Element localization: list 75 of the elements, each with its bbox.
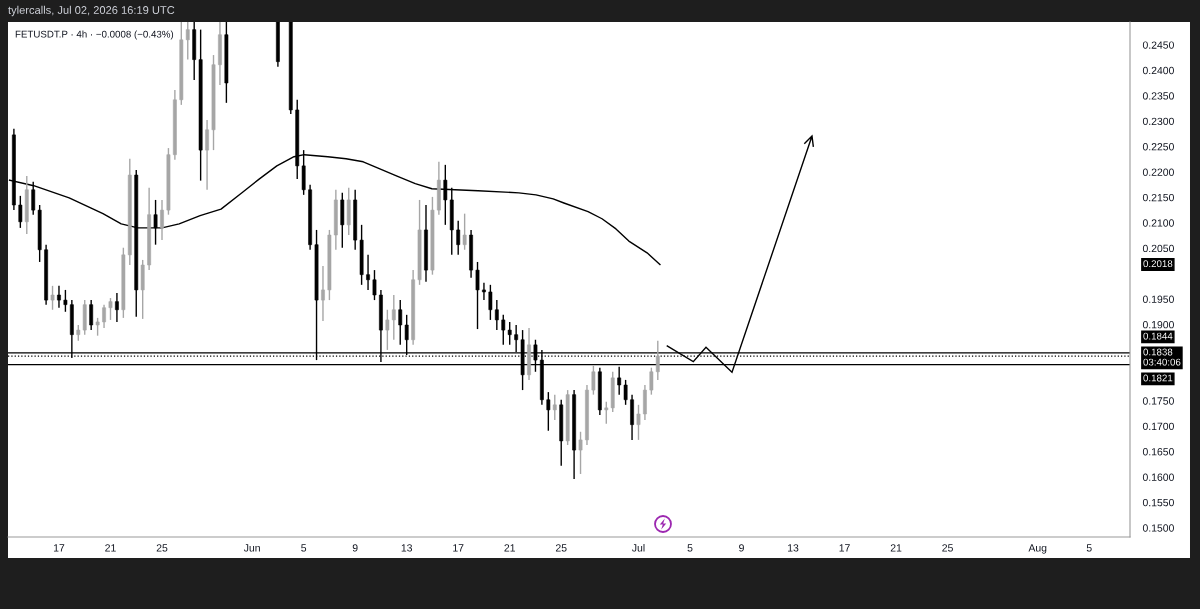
x-tick-label: 13 <box>788 544 799 552</box>
candlestick <box>643 384 647 421</box>
y-tick-label: 0.2250 <box>1142 143 1174 151</box>
x-tick-label: 21 <box>105 544 116 552</box>
y-tick-label: 0.1650 <box>1142 448 1174 456</box>
y-tick-label: 0.1550 <box>1142 498 1174 507</box>
candlestick <box>494 299 499 331</box>
candlestick <box>482 282 486 301</box>
y-tick-label: 0.2350 <box>1142 92 1174 100</box>
candlestick <box>475 261 480 330</box>
ref-line-label: 0.1838 03:40:06 <box>1143 348 1181 366</box>
y-tick-label: 0.2200 <box>1142 168 1174 176</box>
text: FETUSDT.P · 4h · −0.0008 (−0.43%) <box>15 30 174 40</box>
x-tick-label: 17 <box>453 544 464 552</box>
candlestick <box>391 294 396 341</box>
candlestick <box>89 299 94 331</box>
y-tick-label: 0.1500 <box>1142 524 1174 532</box>
y-tick-label: 0.1950 <box>1142 295 1174 303</box>
x-tick-label: 17 <box>839 544 850 552</box>
x-tick-label: 21 <box>504 544 515 552</box>
x-tick-label: 9 <box>352 544 358 552</box>
x-tick-label: 25 <box>156 544 168 552</box>
y-tick-label: 0.2450 <box>1142 41 1174 49</box>
x-tick-label: Aug <box>1028 544 1047 554</box>
candlestick <box>488 284 493 321</box>
candlestick <box>102 303 106 329</box>
candlestick <box>372 269 377 301</box>
y-tick-label: 0.2150 <box>1142 193 1174 202</box>
candlestick <box>617 365 622 396</box>
x-tick-label: 5 <box>687 544 693 552</box>
candlestick <box>623 379 628 406</box>
y-tick-label: 0.2050 <box>1142 244 1174 253</box>
candlestick <box>366 254 370 291</box>
y-tick-label: 0.2300 <box>1142 117 1174 126</box>
x-tick-label: 13 <box>401 544 413 552</box>
x-tick-label: 17 <box>53 544 65 552</box>
candlestick <box>655 340 660 381</box>
y-tick-label: 0.1700 <box>1142 422 1174 431</box>
candlestick <box>462 212 467 251</box>
candlestick <box>578 431 583 475</box>
x-tick-label: 21 <box>890 544 902 552</box>
candlestick <box>31 180 36 216</box>
candlestick <box>108 297 113 321</box>
x-tick-label: 25 <box>555 544 567 552</box>
x-tick-label: 5 <box>1086 544 1092 552</box>
candlestick <box>649 367 654 396</box>
candlestick <box>546 391 551 432</box>
x-tick-label: 9 <box>739 544 744 552</box>
candlestick <box>321 265 325 322</box>
x-tick-label: Jul <box>631 543 645 552</box>
y-tick-label: 0.1600 <box>1142 473 1174 481</box>
candlestick <box>636 404 641 441</box>
candlestick <box>385 309 390 351</box>
y-tick-label: 0.1900 <box>1142 320 1174 329</box>
candlestick <box>552 393 557 421</box>
text: tylercalls, Jul 02, 2026 16:19 UTC <box>8 5 175 17</box>
candlestick <box>160 199 164 241</box>
candlestick <box>456 220 461 256</box>
y-tick-label: 0.1750 <box>1142 397 1174 405</box>
ref-line-label: 0.1844 <box>1143 332 1173 340</box>
candlestick <box>18 195 23 229</box>
candlestick <box>115 292 119 323</box>
x-tick-label: Jun <box>243 544 260 552</box>
legend-label: 0.1821 <box>1143 374 1173 382</box>
y-tick-label: 0.2100 <box>1142 219 1174 227</box>
y-tick-label: 0.2400 <box>1142 66 1174 75</box>
text: 0.2018 <box>1143 260 1173 268</box>
x-tick-label: 5 <box>301 544 307 552</box>
candlestick <box>50 285 55 311</box>
x-tick-label: 25 <box>942 544 953 552</box>
candlestick <box>205 119 209 191</box>
candlestick <box>63 289 68 313</box>
candlestick <box>57 285 61 309</box>
candlestick <box>153 199 158 246</box>
candlestick <box>591 364 596 396</box>
